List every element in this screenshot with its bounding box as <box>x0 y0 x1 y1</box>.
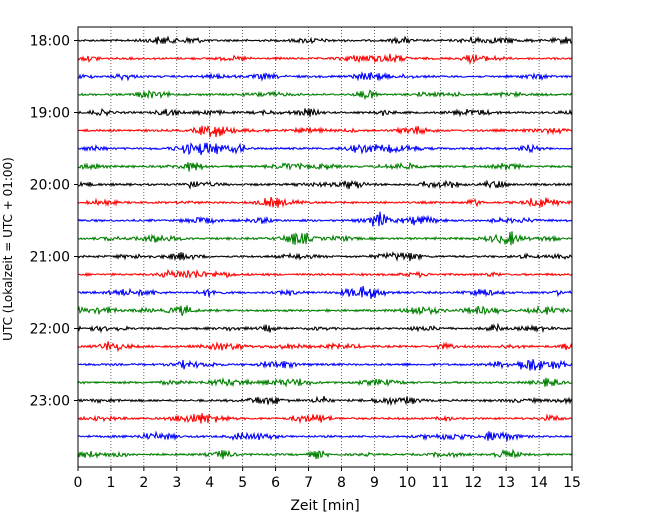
trace-line <box>77 251 573 262</box>
x-tick-label: 3 <box>172 475 181 491</box>
trace-line <box>77 285 573 299</box>
x-axis-label: Zeit [min] <box>290 498 359 514</box>
trace-line <box>77 196 573 209</box>
trace-line <box>77 161 573 172</box>
y-tick-label: 19:00 <box>30 106 70 122</box>
trace-line <box>77 89 573 101</box>
x-tick-label: 9 <box>370 475 379 491</box>
y-tick-label: 21:00 <box>30 250 70 266</box>
trace-line <box>77 430 573 442</box>
x-tick-label: 11 <box>431 475 449 491</box>
trace-line <box>77 124 573 138</box>
trace-line <box>77 448 573 460</box>
trace-line <box>77 142 573 156</box>
x-tick-label: 8 <box>337 475 346 491</box>
x-tick-label: 7 <box>304 475 313 491</box>
y-axis-label: UTC (Lokalzeit = UTC + 01:00) <box>1 157 15 341</box>
trace-line <box>77 322 573 334</box>
x-axis: 0 1 2 3 4 5 6 7 8 9 10 11 12 13 14 15 <box>74 467 581 491</box>
x-tick-label: 2 <box>139 475 148 491</box>
plot-frame <box>77 26 573 468</box>
y-tick-label: 23:00 <box>30 394 70 410</box>
x-tick-label: 12 <box>464 475 482 491</box>
x-tick-label: 14 <box>530 475 548 491</box>
trace-line <box>77 376 573 388</box>
trace-line <box>77 268 573 279</box>
x-tick-label: 1 <box>106 475 115 491</box>
trace-line <box>77 70 573 82</box>
trace-line <box>77 211 573 227</box>
trace-line <box>77 107 573 118</box>
y-tick-label: 18:00 <box>30 34 70 50</box>
trace-line <box>77 53 573 66</box>
x-tick-label: 6 <box>271 475 280 491</box>
grid-lines <box>110 27 540 467</box>
y-axis: 18:00 19:00 20:00 21:00 22:00 23:00 <box>30 34 78 410</box>
y-tick-label: 20:00 <box>30 178 70 194</box>
trace-line <box>77 341 573 353</box>
y-tick-label: 22:00 <box>30 322 70 338</box>
x-tick-label: 10 <box>398 475 416 491</box>
x-tick-label: 13 <box>497 475 515 491</box>
trace-line <box>77 35 573 46</box>
trace-line <box>77 359 573 371</box>
trace-line <box>77 413 573 425</box>
trace-group <box>77 35 573 460</box>
x-tick-label: 0 <box>74 475 83 491</box>
trace-line <box>77 305 573 316</box>
trace-line <box>77 231 573 246</box>
x-tick-label: 4 <box>205 475 214 491</box>
x-tick-label: 15 <box>563 475 581 491</box>
x-tick-label: 5 <box>238 475 247 491</box>
trace-line <box>77 179 573 190</box>
trace-line <box>77 395 573 407</box>
